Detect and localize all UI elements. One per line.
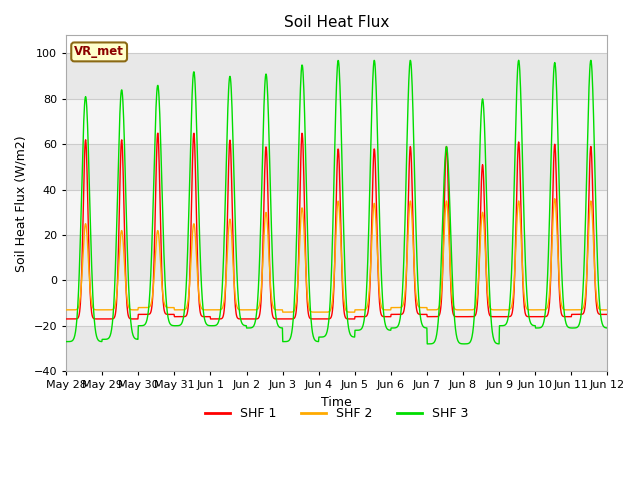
- Text: VR_met: VR_met: [74, 46, 124, 59]
- Bar: [66, 53, 607, 99]
- Bar: [66, 190, 607, 235]
- Legend: SHF 1, SHF 2, SHF 3: SHF 1, SHF 2, SHF 3: [200, 402, 474, 425]
- Bar: [66, 144, 607, 190]
- Y-axis label: Soil Heat Flux (W/m2): Soil Heat Flux (W/m2): [15, 135, 28, 272]
- Bar: [66, 99, 607, 144]
- Bar: [66, 235, 607, 280]
- Bar: [66, 326, 607, 371]
- Title: Soil Heat Flux: Soil Heat Flux: [284, 15, 390, 30]
- X-axis label: Time: Time: [321, 396, 352, 408]
- Bar: [66, 280, 607, 326]
